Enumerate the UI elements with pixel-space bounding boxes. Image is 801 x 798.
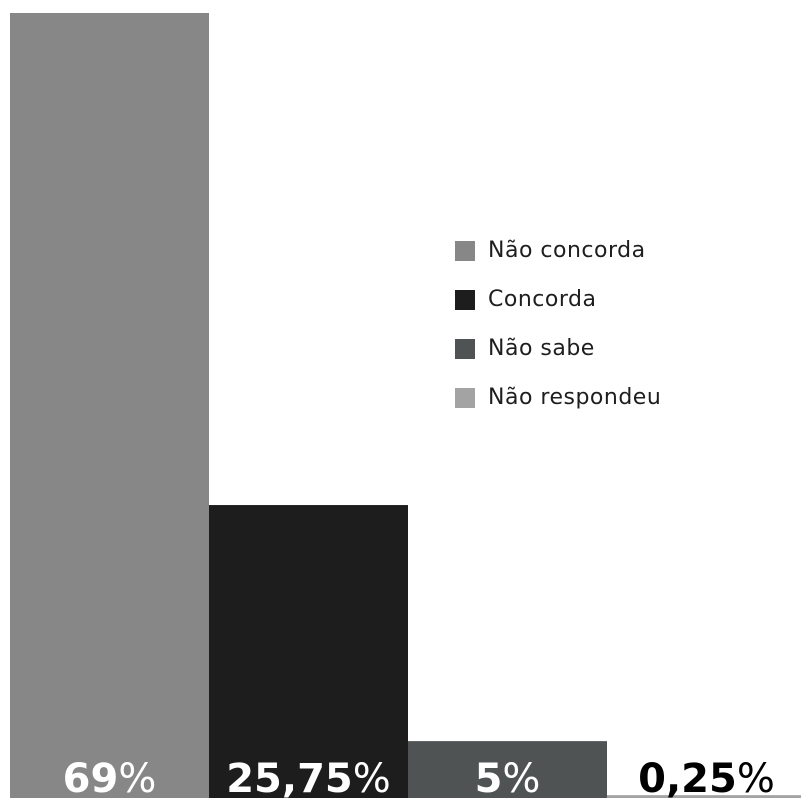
value-label: 5% (475, 756, 541, 798)
value-label-number: 69 (63, 756, 119, 798)
bar-concorda (209, 505, 408, 798)
value-labels-group: 69% 25,75% 5% 0,25% (63, 756, 775, 798)
value-label-percent-sign: % (353, 756, 391, 798)
value-label-percent-sign: % (737, 756, 775, 798)
legend-label: Não sabe (488, 336, 595, 361)
value-label-number: 0,25 (638, 756, 737, 798)
legend-item-nao-concorda: Não concorda (455, 226, 661, 275)
legend-label: Não respondeu (488, 385, 662, 410)
legend: Não concorda Concorda Não sabe Não respo… (455, 226, 661, 422)
value-label-number: 5 (475, 756, 503, 798)
legend-swatch (455, 387, 475, 408)
legend-swatch (455, 338, 475, 359)
legend-item-nao-respondeu: Não respondeu (455, 373, 661, 422)
value-label-percent-sign: % (118, 756, 156, 798)
bar-nao-respondeu (607, 795, 801, 798)
bar-nao-concorda (10, 13, 209, 798)
legend-item-nao-sabe: Não sabe (455, 324, 661, 373)
value-label: 0,25% (638, 756, 775, 798)
bar-nao-sabe (408, 741, 607, 798)
legend-swatch (455, 240, 475, 261)
value-label-percent-sign: % (502, 756, 540, 798)
value-label: 25,75% (226, 756, 391, 798)
legend-item-concorda: Concorda (455, 275, 661, 324)
value-label: 69% (63, 756, 157, 798)
bars-group (10, 13, 801, 798)
legend-swatch (455, 289, 475, 310)
value-label-number: 25,75 (226, 756, 353, 798)
legend-label: Concorda (488, 287, 597, 312)
legend-label: Não concorda (488, 238, 646, 263)
